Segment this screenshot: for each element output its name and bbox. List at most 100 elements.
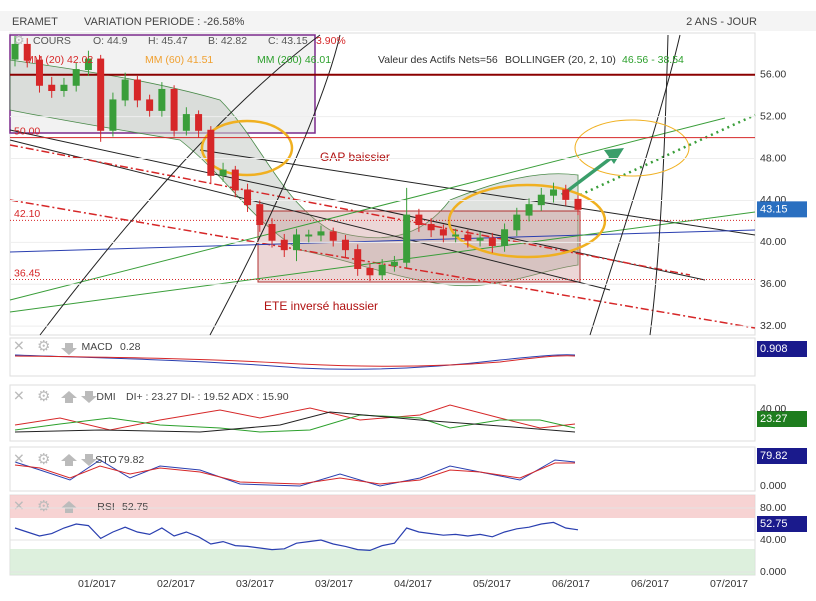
y-tick-label: 80.00 (760, 502, 786, 514)
highlight (447, 183, 607, 259)
variation: VARIATION PERIODE : -26.58% (84, 16, 245, 28)
macd-signal (14, 355, 576, 367)
candle-body (293, 234, 300, 251)
settings-icon[interactable]: ⚙ (37, 451, 50, 468)
settings-icon[interactable]: ⚙ (37, 338, 50, 355)
candle-body (280, 239, 288, 251)
close-icon[interactable]: ✕ (13, 388, 25, 404)
candle-body (476, 237, 484, 241)
arrow (560, 153, 617, 197)
candle-body (146, 99, 154, 111)
indicator-value: 52.75 (122, 501, 148, 513)
price-badge-label: 23.27 (760, 413, 788, 425)
trend-line (9, 117, 726, 301)
price-badge-label: 43.15 (760, 203, 788, 215)
indicator-label: DMI (96, 391, 115, 403)
candle-body (403, 214, 411, 263)
y-tick-label: 40.00 (760, 403, 786, 415)
up-icon[interactable] (61, 501, 77, 513)
x-tick-label: 05/2017 (473, 578, 511, 590)
annotation: GAP baissier (320, 150, 390, 164)
up-icon[interactable] (61, 454, 77, 466)
level-label: 42.10 (14, 208, 40, 220)
y-tick-label: 52.00 (760, 110, 786, 122)
candle-body (244, 189, 252, 206)
candle-body (133, 79, 141, 101)
candle-body (11, 43, 19, 60)
level-label: 36.45 (14, 267, 40, 279)
candle-body (35, 59, 43, 86)
candle-body (84, 58, 92, 71)
price-badge (757, 341, 807, 357)
candle-body (317, 231, 325, 236)
x-tick-label: 04/2017 (394, 578, 432, 590)
projection (579, 113, 756, 197)
indicator-value: 0.28 (120, 341, 141, 353)
candle-body (488, 237, 496, 246)
y-tick-label: 36.00 (760, 278, 786, 290)
candle-body (305, 234, 313, 237)
candle-body (207, 129, 215, 176)
x-tick-label: 07/2017 (710, 578, 748, 590)
trend-line (9, 229, 756, 253)
price-badge-label: 52.75 (760, 518, 788, 530)
di-minus (14, 414, 576, 433)
candle-body (97, 58, 105, 131)
x-tick-label: 01/2017 (78, 578, 116, 590)
indicator-label: STO (95, 454, 116, 466)
indicator-lines (14, 354, 576, 487)
arc (209, 34, 341, 336)
rsi-line (14, 521, 579, 552)
candle-body (452, 234, 460, 237)
candle-body (23, 43, 31, 61)
down-icon[interactable] (81, 454, 97, 466)
dmi-panel (9, 384, 756, 442)
symbol: ERAMET (12, 16, 58, 28)
indicator-label: MACD (82, 341, 113, 353)
candle-body (121, 79, 129, 101)
trend-line (9, 139, 611, 291)
up-icon[interactable] (61, 391, 77, 403)
legend-item: 3.90% (316, 35, 346, 47)
highlight (200, 119, 294, 177)
indicator-value: 79.82 (118, 454, 144, 466)
oversold-zone (10, 549, 755, 575)
legend-item: O: 44.9 (93, 35, 128, 47)
arc (39, 34, 321, 336)
panel-icons: ✕ ✕ ✕ ✕ ⚙ ⚙ ⚙ ⚙ ⚙ (13, 32, 97, 515)
close-icon[interactable]: ✕ (13, 498, 25, 514)
close-icon[interactable]: ✕ (13, 451, 25, 467)
x-tick-label: 03/2017 (236, 578, 274, 590)
y-tick-label: 0.000 (760, 566, 786, 578)
legend-item: H: 45.47 (148, 35, 188, 47)
settings-icon[interactable]: ⚙ (13, 32, 25, 47)
candle-body (378, 264, 386, 276)
candle-body (48, 84, 56, 91)
candle-body (574, 198, 582, 210)
legend-item: MM (60) 41.51 (145, 54, 213, 66)
legend-item: Valeur des Actifs Nets=56 (378, 54, 498, 66)
candle-body (390, 261, 398, 266)
arrow-head (604, 148, 624, 164)
candle-body (195, 114, 203, 131)
price-badge (757, 411, 807, 427)
price-badge-label: 79.82 (760, 450, 788, 462)
candle-body (341, 239, 349, 251)
legend-item: 46.56 - 38.54 (622, 54, 684, 66)
trend-line (9, 199, 756, 329)
price-badge (757, 448, 807, 464)
candle-body (170, 88, 178, 131)
trend-line (9, 129, 706, 281)
candle-body (256, 204, 264, 226)
settings-icon[interactable]: ⚙ (37, 388, 50, 405)
down-icon[interactable] (61, 343, 77, 355)
candle-body (109, 99, 117, 131)
candle-body (268, 224, 276, 241)
down-icon[interactable] (81, 391, 97, 403)
macd-panel (9, 337, 756, 377)
close-icon[interactable]: ✕ (13, 338, 25, 354)
candle-body (439, 229, 447, 236)
settings-icon[interactable]: ⚙ (37, 498, 50, 515)
highlight (574, 119, 690, 177)
